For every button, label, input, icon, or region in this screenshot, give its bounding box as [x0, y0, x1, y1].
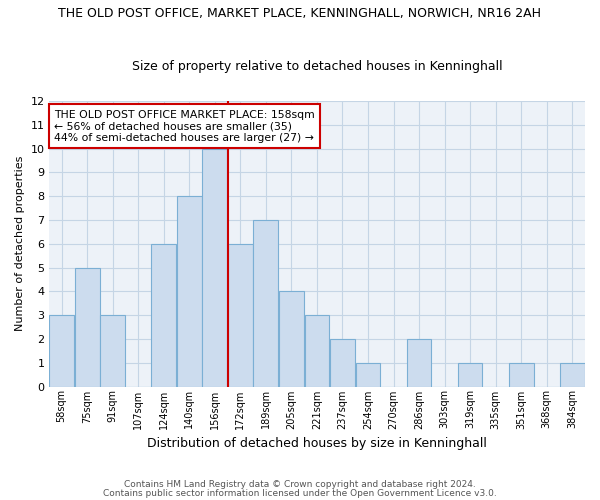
Bar	[458, 362, 482, 386]
Bar	[560, 362, 584, 386]
Bar	[228, 244, 253, 386]
Text: Contains public sector information licensed under the Open Government Licence v3: Contains public sector information licen…	[103, 490, 497, 498]
Bar	[356, 362, 380, 386]
Title: Size of property relative to detached houses in Kenninghall: Size of property relative to detached ho…	[131, 60, 502, 74]
Bar	[279, 292, 304, 386]
Y-axis label: Number of detached properties: Number of detached properties	[15, 156, 25, 332]
Bar	[177, 196, 202, 386]
Bar	[100, 315, 125, 386]
Bar	[75, 268, 100, 386]
Bar	[49, 315, 74, 386]
Bar	[253, 220, 278, 386]
Bar	[151, 244, 176, 386]
Text: Contains HM Land Registry data © Crown copyright and database right 2024.: Contains HM Land Registry data © Crown c…	[124, 480, 476, 489]
Bar	[305, 315, 329, 386]
Bar	[407, 339, 431, 386]
Text: THE OLD POST OFFICE, MARKET PLACE, KENNINGHALL, NORWICH, NR16 2AH: THE OLD POST OFFICE, MARKET PLACE, KENNI…	[59, 8, 542, 20]
Bar	[202, 148, 227, 386]
Bar	[509, 362, 533, 386]
X-axis label: Distribution of detached houses by size in Kenninghall: Distribution of detached houses by size …	[147, 437, 487, 450]
Text: THE OLD POST OFFICE MARKET PLACE: 158sqm
← 56% of detached houses are smaller (3: THE OLD POST OFFICE MARKET PLACE: 158sqm…	[54, 110, 315, 143]
Bar	[330, 339, 355, 386]
